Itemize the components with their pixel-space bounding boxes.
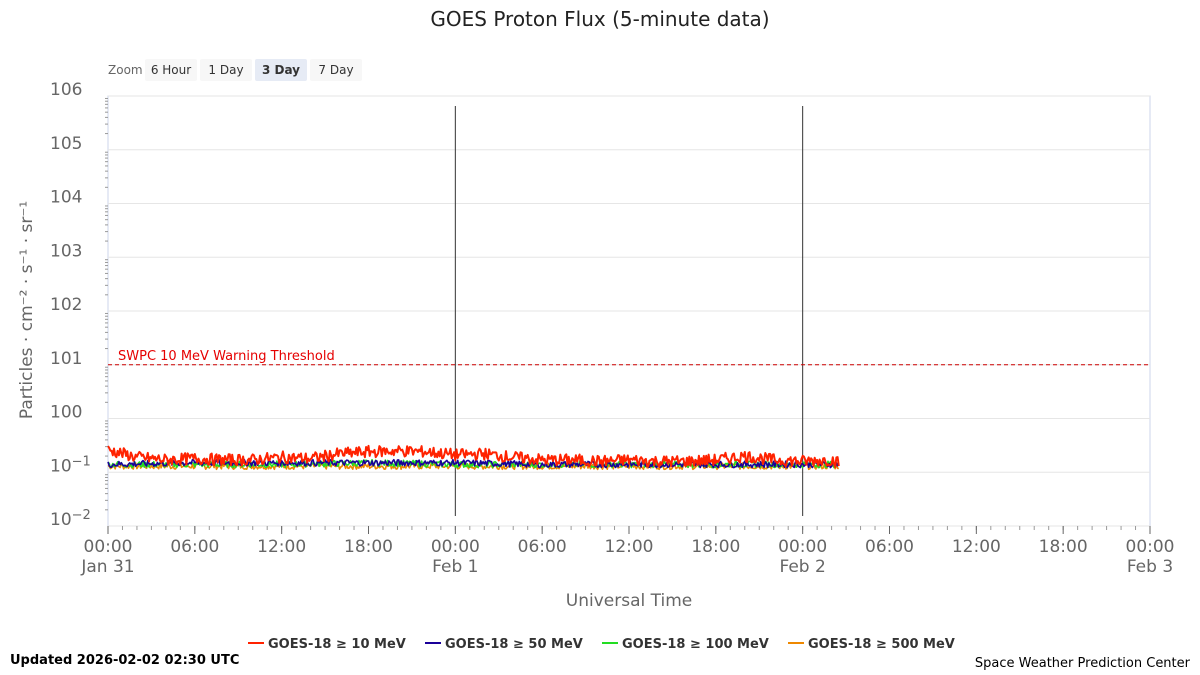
y-tick-label: 105	[50, 134, 82, 154]
x-tick-date: Feb 3	[1127, 557, 1173, 577]
y-tick-label: 104	[50, 188, 82, 208]
legend-item[interactable]: GOES-18 ≥ 500 MeV	[788, 637, 955, 652]
y-tick-label: 103	[50, 241, 82, 261]
legend-label[interactable]: GOES-18 ≥ 100 MeV	[622, 637, 769, 652]
x-tick-time: 12:00	[952, 537, 1001, 557]
x-tick-time: 18:00	[691, 537, 740, 557]
zoom-button-label[interactable]: 1 Day	[208, 63, 243, 77]
x-tick-time: 00:00	[431, 537, 480, 557]
x-tick-time: 18:00	[1039, 537, 1088, 557]
x-tick-time: 18:00	[344, 537, 393, 557]
zoom-controls: Zoom 6 Hour 1 Day 3 Day 7 Day	[108, 59, 362, 81]
x-tick-time: 12:00	[257, 537, 306, 557]
updated-timestamp: Updated 2026-02-02 02:30 UTC	[10, 653, 240, 668]
zoom-button-bg[interactable]	[255, 59, 307, 81]
x-tick-date: Feb 1	[432, 557, 478, 577]
zoom-button-3-day[interactable]: 3 Day	[255, 59, 307, 81]
x-tick-time: 12:00	[605, 537, 654, 557]
x-tick-time: 06:00	[865, 537, 914, 557]
y-axis: 106 105 104 103 102 101 100 10−1 10−2	[50, 80, 91, 530]
chart-title: GOES Proton Flux (5-minute data)	[430, 7, 769, 31]
threshold-label: SWPC 10 MeV Warning Threshold	[118, 349, 335, 364]
zoom-button-bg[interactable]	[310, 59, 362, 81]
x-tick-date: Feb 2	[780, 557, 826, 577]
y-tick-label: 101	[50, 349, 82, 369]
x-tick-time: 00:00	[1126, 537, 1175, 557]
x-tick-time: 00:00	[84, 537, 133, 557]
x-axis-title: Universal Time	[566, 591, 692, 611]
zoom-button-6-hour[interactable]: 6 Hour	[145, 59, 197, 81]
minor-ticks	[105, 97, 1151, 530]
x-tick-time: 00:00	[778, 537, 827, 557]
legend-label[interactable]: GOES-18 ≥ 50 MeV	[445, 637, 583, 652]
zoom-button-label[interactable]: 3 Day	[262, 63, 300, 77]
zoom-button-1-day[interactable]: 1 Day	[200, 59, 252, 81]
legend: GOES-18 ≥ 10 MeV GOES-18 ≥ 50 MeV GOES-18 …	[248, 637, 955, 652]
x-tick-date: Jan 31	[80, 557, 134, 577]
zoom-button-label[interactable]: 7 Day	[318, 63, 353, 77]
legend-label[interactable]: GOES-18 ≥ 10 MeV	[268, 637, 406, 652]
legend-item[interactable]: GOES-18 ≥ 50 MeV	[425, 637, 583, 652]
x-tick-time: 06:00	[170, 537, 219, 557]
zoom-button-bg[interactable]	[200, 59, 252, 81]
y-tick-label: 106	[50, 80, 82, 100]
legend-item[interactable]: GOES-18 ≥ 100 MeV	[602, 637, 769, 652]
y-tick-label: 10−2	[50, 508, 91, 530]
series-lines	[107, 444, 840, 471]
y-axis-title: Particles · cm⁻² · s⁻¹ · sr⁻¹	[17, 201, 37, 419]
y-tick-label: 100	[50, 403, 82, 423]
series-line-2	[107, 458, 840, 469]
zoom-button-bg[interactable]	[145, 59, 197, 81]
y-tick-label: 102	[50, 295, 82, 315]
zoom-button-label[interactable]: 6 Hour	[151, 63, 191, 77]
zoom-button-7-day[interactable]: 7 Day	[310, 59, 362, 81]
zoom-label: Zoom	[108, 63, 143, 77]
threshold: SWPC 10 MeV Warning Threshold	[108, 349, 1150, 366]
credit-text: Space Weather Prediction Center	[974, 656, 1190, 671]
y-tick-label: 10−1	[50, 454, 91, 476]
legend-item[interactable]: GOES-18 ≥ 10 MeV	[248, 637, 406, 652]
legend-label[interactable]: GOES-18 ≥ 500 MeV	[808, 637, 955, 652]
x-tick-time: 06:00	[518, 537, 567, 557]
series-line-1	[107, 444, 840, 469]
